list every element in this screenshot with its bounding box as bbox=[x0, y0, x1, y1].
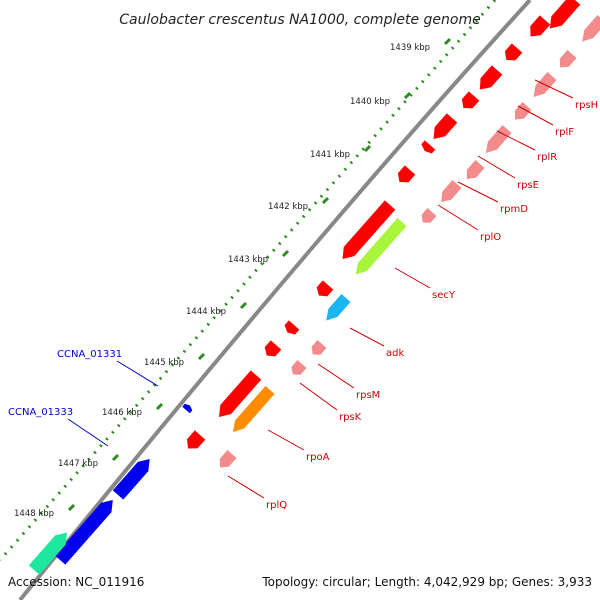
gene-leader-line bbox=[437, 204, 479, 231]
gene-arrow-pink-8 bbox=[421, 208, 437, 223]
gene-leader-line bbox=[267, 429, 305, 451]
gene-arrow-pink-4 bbox=[514, 102, 532, 120]
gene-label-rpoA: rpoA bbox=[306, 452, 330, 463]
kbp-tick-label: 1445 kbp bbox=[144, 358, 184, 368]
gene-features bbox=[28, 0, 600, 575]
gene-arrow-pink-6 bbox=[466, 160, 485, 179]
gene-leader-line bbox=[457, 181, 499, 203]
gene-arrow-pink-2 bbox=[559, 50, 577, 68]
gene-arrow-pink-11 bbox=[219, 450, 237, 468]
gene-labels: rpsH rplF rplR rpsE rpmD rplO secY adk rpsM rpsK r… bbox=[8, 79, 598, 511]
dotted-ruler bbox=[0, 0, 497, 561]
gene-arrow-pink-5 bbox=[485, 125, 512, 153]
kbp-tick-label: 1443 kbp bbox=[228, 255, 268, 265]
gene-leader-line bbox=[349, 327, 385, 347]
gene-label-rplQ: rplQ bbox=[266, 500, 287, 511]
gene-label-rplR: rplR bbox=[537, 152, 557, 163]
gene-arrow-red-8 bbox=[397, 165, 416, 183]
gene-arrow-red-13 bbox=[219, 370, 262, 417]
backbone-line bbox=[18, 0, 532, 600]
gene-arrow-blue-3 bbox=[127, 468, 142, 482]
gene-arrow-lime bbox=[355, 218, 407, 275]
kbp-tick-label: 1439 kbp bbox=[390, 43, 430, 53]
kbp-tick-mark bbox=[403, 91, 412, 100]
gene-leader-line bbox=[317, 363, 355, 389]
gene-label-rpsE: rpsE bbox=[517, 180, 539, 191]
gene-arrow-blue-4 bbox=[182, 403, 193, 414]
gene-arrow-red-14 bbox=[187, 430, 206, 449]
gene-arrow-red-11 bbox=[284, 320, 300, 335]
gene-leader-line bbox=[394, 267, 431, 289]
gene-label-adk: adk bbox=[386, 348, 404, 359]
gene-leader-line bbox=[496, 130, 536, 151]
gene-arrow-blue-2 bbox=[112, 459, 150, 500]
gene-label-rpmD: rpmD bbox=[500, 204, 528, 215]
gene-arrow-red-6 bbox=[433, 113, 458, 139]
gene-arrow-teal bbox=[28, 532, 67, 575]
kbp-tick-mark bbox=[321, 196, 330, 205]
kbp-tick-mark bbox=[67, 503, 76, 512]
gene-arrow-pink-10 bbox=[291, 360, 307, 375]
gene-label-secY: secY bbox=[432, 290, 456, 301]
gene-label-rpsH: rpsH bbox=[575, 100, 598, 111]
genome-backbone bbox=[18, 0, 532, 600]
kbp-tick-label: 1448 kbp bbox=[14, 509, 54, 519]
kbp-tick-label: 1447 kbp bbox=[58, 459, 98, 469]
gene-label-rpsK: rpsK bbox=[339, 412, 362, 423]
kbp-tick-label: 1441 kbp bbox=[310, 150, 350, 160]
gene-label-rpsM: rpsM bbox=[356, 390, 380, 401]
gene-label-CCNA_01333: CCNA_01333 bbox=[8, 407, 73, 418]
kbp-tick-label: 1442 kbp bbox=[268, 202, 308, 212]
kbp-tick-mark bbox=[239, 301, 248, 310]
gene-leader-line-blue bbox=[116, 360, 159, 387]
gene-leader-line bbox=[517, 105, 554, 126]
gene-arrow-orange bbox=[233, 386, 275, 432]
kbp-tick-mark bbox=[363, 144, 372, 153]
gene-arrow-red-10 bbox=[316, 280, 334, 297]
kbp-tick-mark bbox=[281, 249, 290, 258]
kbp-tick-label: 1444 kbp bbox=[186, 307, 226, 317]
gene-label-rplO: rplO bbox=[480, 232, 501, 243]
kbp-tick-mark bbox=[443, 37, 452, 46]
gene-arrow-red-9 bbox=[342, 200, 396, 259]
map-title: Caulobacter crescentus NA1000, complete … bbox=[119, 12, 480, 28]
kbp-tick-label: 1446 kbp bbox=[102, 408, 142, 418]
kbp-tick-mark bbox=[111, 453, 120, 462]
kbp-tick-label: 1440 kbp bbox=[350, 97, 390, 107]
gene-arrow-blue-1 bbox=[54, 500, 113, 565]
kbp-ticks: 1439 kbp 1440 kbp 1441 kbp 1442 kbp 1443 kbp… bbox=[14, 37, 452, 519]
gene-arrow-red-12 bbox=[264, 340, 282, 357]
gene-arrow-red-5 bbox=[461, 91, 480, 109]
gene-arrow-red-2 bbox=[530, 15, 551, 37]
gene-leader-line-blue bbox=[67, 418, 109, 447]
kbp-tick-mark bbox=[155, 402, 164, 411]
topology-summary: Topology: circular; Length: 4,042,929 bp… bbox=[261, 575, 592, 589]
gene-label-CCNA_01331: CCNA_01331 bbox=[57, 349, 122, 360]
gene-arrow-pink-7 bbox=[441, 180, 462, 202]
gene-label-rplF: rplF bbox=[555, 127, 574, 138]
gene-leader-line bbox=[299, 382, 338, 411]
gene-leader-line bbox=[477, 155, 516, 179]
tick-dot-track bbox=[0, 0, 497, 561]
gene-arrow-red-1 bbox=[549, 0, 581, 29]
accession-text: Accession: NC_011916 bbox=[8, 575, 144, 589]
gene-arrow-red-4 bbox=[479, 65, 503, 90]
gene-arrow-cyan bbox=[326, 294, 351, 321]
gene-arrow-red-7 bbox=[421, 140, 436, 154]
gene-leader-line bbox=[227, 475, 265, 499]
gene-arrow-pink-9 bbox=[311, 340, 327, 355]
kbp-tick-mark bbox=[197, 352, 206, 361]
gene-leader-line bbox=[534, 79, 574, 99]
gene-arrow-red-3 bbox=[504, 43, 523, 61]
gene-arrow-pink-1 bbox=[582, 15, 600, 42]
